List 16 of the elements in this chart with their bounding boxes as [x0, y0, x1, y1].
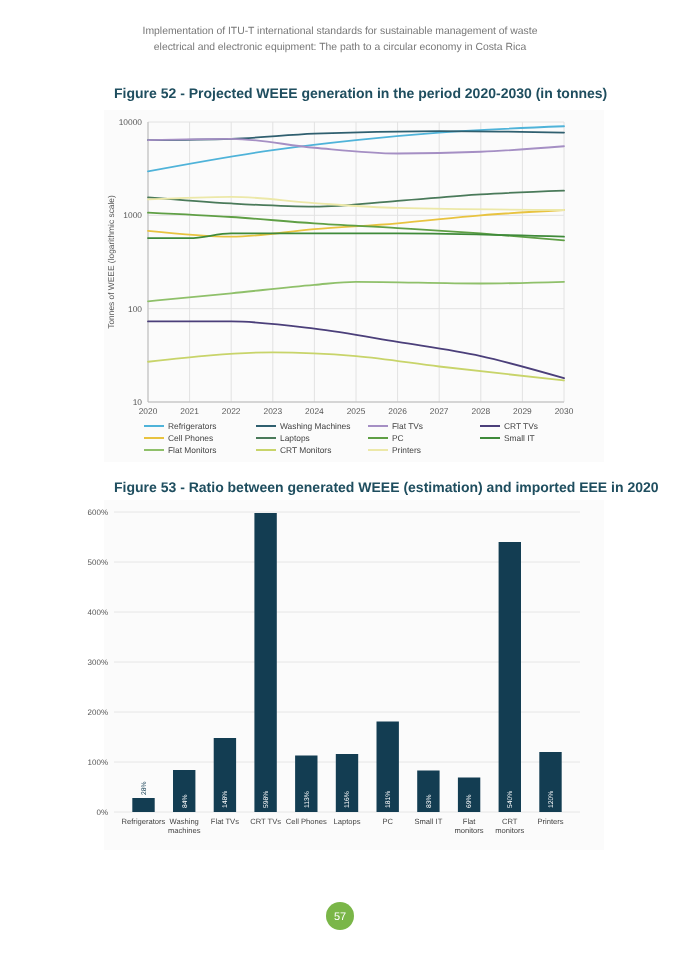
line-series — [147, 351, 565, 382]
bar — [295, 755, 318, 812]
bar — [539, 752, 562, 812]
bar — [498, 542, 521, 812]
bar — [213, 738, 237, 812]
line-series — [147, 137, 565, 155]
bar — [376, 721, 399, 812]
bar — [132, 798, 155, 812]
line-series — [147, 320, 565, 380]
line-series — [147, 189, 565, 208]
bar — [173, 770, 196, 812]
line-series — [147, 195, 565, 211]
bar — [254, 513, 277, 812]
bar — [417, 770, 440, 812]
line-series — [147, 280, 565, 303]
bar — [335, 754, 359, 812]
